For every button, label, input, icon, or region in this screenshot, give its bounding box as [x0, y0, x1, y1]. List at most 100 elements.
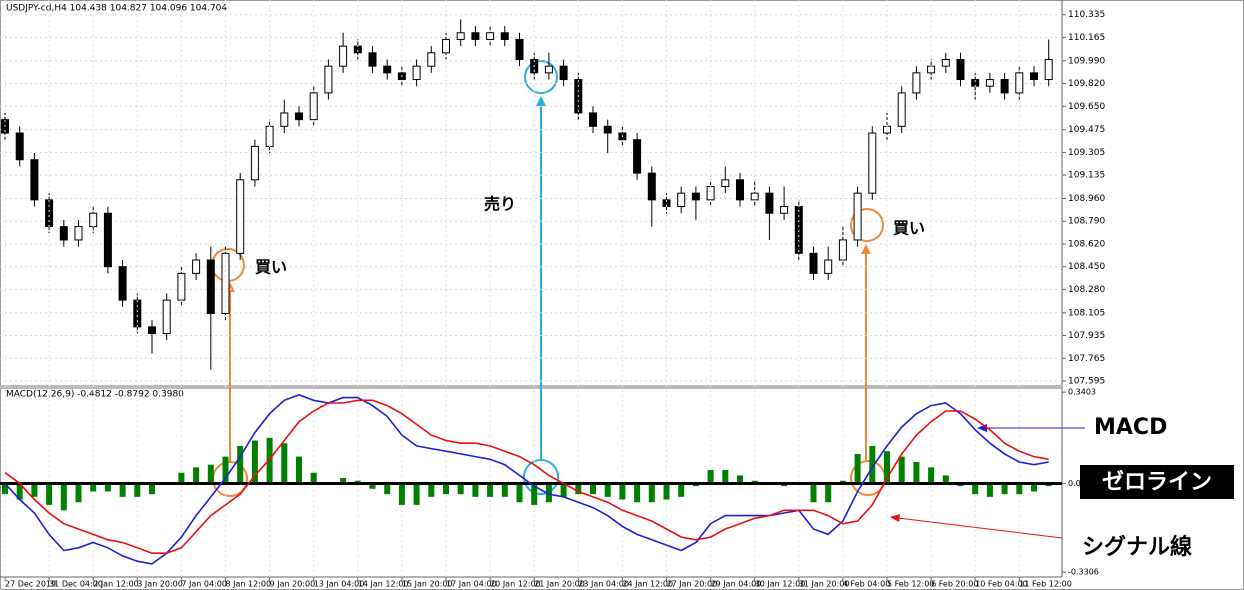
histogram-bar	[472, 483, 479, 497]
y-tick-label: 109.820	[1068, 79, 1105, 89]
histogram-bar	[810, 483, 817, 503]
histogram-bar	[398, 483, 405, 505]
candle-body	[706, 185, 715, 201]
candle-body	[838, 239, 847, 261]
histogram-bar	[1016, 483, 1023, 495]
histogram-bar	[178, 472, 185, 484]
candle-body	[912, 72, 921, 94]
candle-body	[500, 32, 509, 40]
candle-body	[456, 32, 465, 40]
annotation: ゼロライン	[1102, 470, 1212, 495]
candle-body	[427, 52, 436, 67]
histogram-bar	[869, 445, 876, 484]
arrowhead	[890, 514, 900, 522]
candle-body	[691, 192, 700, 201]
histogram-bar	[149, 483, 155, 495]
x-tick-label: 4 Feb 04:00	[843, 580, 890, 589]
histogram-bar	[104, 483, 111, 492]
histogram-bar	[737, 475, 743, 484]
candle-body	[471, 32, 480, 40]
x-tick-label: 21 Jan 20:00	[534, 580, 585, 589]
histogram-bar	[1031, 483, 1037, 492]
candle-body	[515, 38, 524, 60]
histogram-bar	[972, 483, 979, 495]
histogram-bar	[898, 456, 905, 484]
candle-body	[736, 179, 744, 201]
candle-body	[412, 65, 421, 81]
line-series	[4, 399, 1049, 554]
x-tick-label: 24 Jan 12:00	[622, 580, 673, 589]
candle-body	[941, 58, 950, 67]
line-series	[4, 394, 1049, 565]
histogram-bar	[2, 483, 8, 495]
histogram-bar	[986, 483, 993, 497]
histogram-bar	[913, 461, 920, 484]
histogram-bar	[369, 483, 376, 489]
candle-body	[559, 65, 568, 81]
x-tick-label: 7 Jan 04:00	[181, 580, 227, 589]
candle-body	[985, 79, 994, 87]
candle-body	[853, 192, 862, 241]
x-tick-label: 14 Jan 12:00	[358, 580, 409, 589]
y-tick-label: 0.3403	[1068, 388, 1096, 397]
panel-separator	[0, 385, 1062, 389]
histogram-bar	[90, 483, 97, 492]
histogram-bar	[134, 483, 141, 497]
y-tick-label: 108.620	[1068, 239, 1105, 249]
candle-body	[192, 259, 201, 274]
candle-body	[148, 326, 156, 335]
y-tick-label: 108.105	[1068, 308, 1105, 318]
histogram-bar	[928, 467, 935, 484]
candle-body	[15, 132, 24, 161]
histogram-bar	[884, 451, 890, 484]
histogram-bar	[340, 478, 347, 484]
candle-body	[721, 179, 730, 187]
histogram-bar	[251, 440, 258, 484]
x-tick-label: 8 Jan 12:00	[226, 580, 272, 589]
x-tick-label: 2 Jan 12:00	[93, 580, 139, 589]
annotation: 売り	[484, 195, 516, 214]
histogram-bar	[604, 483, 611, 497]
histogram-bar	[501, 483, 508, 497]
x-tick-label: 29 Jan 04:00	[711, 580, 762, 589]
arrow	[897, 517, 1063, 539]
y-tick-label: 108.450	[1068, 262, 1105, 272]
candle-body	[1030, 72, 1038, 81]
histogram-bar	[296, 456, 302, 484]
x-tick-label: 30 Jan 12:00	[755, 580, 806, 589]
candle-body	[824, 259, 833, 274]
candle-body	[956, 58, 965, 81]
arrowhead	[861, 244, 871, 254]
chart-title: MACD(12,26,9) -0.4812 -0.8792 0.3980	[6, 390, 184, 400]
histogram-bar	[46, 483, 53, 505]
histogram-bar	[590, 483, 596, 495]
histogram-bar	[560, 483, 567, 497]
x-tick-label: 15 Jan 20:00	[402, 580, 453, 589]
candle-body	[603, 125, 612, 134]
candle-body	[589, 112, 597, 127]
candle-body	[883, 125, 891, 134]
candle-body	[1000, 79, 1009, 94]
y-tick-label: 109.305	[1068, 148, 1105, 158]
histogram-bar	[854, 453, 861, 484]
y-tick-label: 108.960	[1068, 194, 1105, 204]
candle-body	[59, 226, 68, 241]
histogram-bar	[119, 483, 126, 497]
candle-body	[633, 139, 642, 174]
candle-body	[103, 212, 112, 268]
histogram-bar	[531, 483, 538, 505]
x-tick-label: 17 Jan 04:00	[446, 580, 497, 589]
candle-body	[324, 65, 333, 94]
histogram-bar	[281, 443, 288, 484]
x-tick-label: 27 Dec 2019	[5, 580, 56, 589]
candle-body	[868, 132, 877, 194]
histogram-bar	[75, 483, 82, 503]
candle-body	[765, 192, 774, 214]
x-tick-label: 20 Jan 12:00	[490, 580, 541, 589]
histogram-bar	[663, 483, 670, 500]
candle-body	[162, 299, 171, 335]
y-tick-label: 109.650	[1068, 102, 1105, 112]
candle-body	[250, 145, 259, 181]
histogram-bar	[193, 467, 200, 484]
